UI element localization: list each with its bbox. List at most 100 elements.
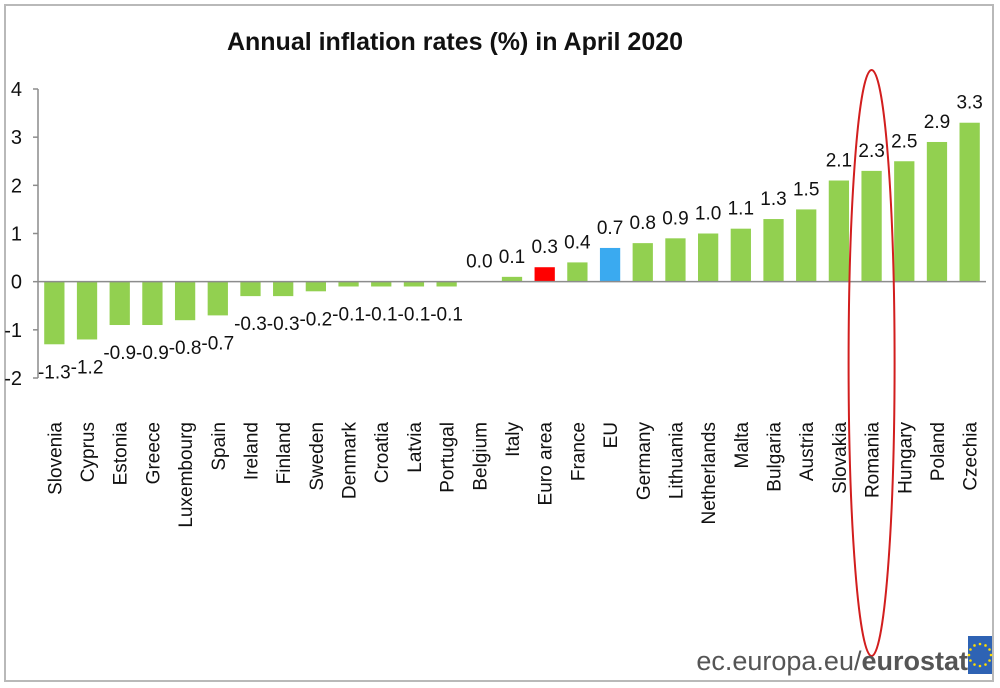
bar-estonia	[109, 281, 130, 326]
y-tick-label: 1	[11, 224, 22, 246]
bar-italy	[501, 276, 523, 282]
value-label: -0.3	[234, 314, 267, 335]
bar-czechia	[959, 122, 980, 282]
bar-netherlands	[698, 233, 719, 282]
value-label: 0.7	[597, 218, 623, 239]
category-label: Estonia	[111, 422, 132, 486]
eu-flag-star	[967, 653, 971, 657]
eu-flag-icon	[967, 636, 993, 674]
bar-greece	[142, 281, 163, 326]
value-label: -1.2	[71, 357, 104, 378]
value-label: 0.3	[531, 237, 557, 258]
value-label: -0.1	[365, 304, 398, 325]
bar-portugal	[436, 281, 457, 287]
source-text[interactable]: ec.europa.eu/eurostat	[696, 646, 968, 676]
category-label: Latvia	[405, 422, 426, 473]
category-label: Netherlands	[699, 422, 720, 524]
y-tick-label: 0	[11, 272, 22, 294]
category-label: Greece	[143, 422, 164, 484]
bar-slovakia	[828, 180, 850, 282]
eu-flag-star	[984, 663, 987, 666]
y-tick-label: 4	[11, 79, 22, 101]
bar-luxembourg	[174, 281, 196, 321]
category-label: Portugal	[438, 422, 459, 493]
eu-flag-star	[969, 648, 972, 651]
value-label: 1.0	[695, 204, 721, 225]
value-label: 1.5	[793, 179, 819, 200]
bar-lithuania	[665, 238, 686, 282]
eu-flag-star	[984, 644, 987, 647]
bars	[44, 122, 980, 345]
bar-romania	[861, 170, 882, 282]
category-label: Croatia	[372, 422, 393, 484]
bar-finland	[273, 281, 294, 297]
category-labels: Slovenia Cyprus Estonia Greece Luxembourg Spa…	[45, 422, 981, 528]
bar-denmark	[338, 281, 359, 287]
bar-spain	[207, 281, 228, 316]
eu-flag-star	[988, 659, 991, 662]
value-label: 0.0	[466, 252, 492, 273]
value-label: 2.9	[924, 112, 950, 133]
chart-title: Annual inflation rates (%) in April 2020	[227, 28, 683, 56]
value-label: 0.9	[662, 208, 688, 229]
category-label: Ireland	[241, 422, 262, 480]
bar-croatia	[371, 281, 392, 287]
bar-ireland	[240, 281, 261, 297]
category-label: Spain	[209, 422, 230, 471]
eu-flag-star	[973, 663, 976, 666]
bar-cyprus	[76, 281, 98, 340]
value-label: -0.1	[332, 304, 365, 325]
source-domain: ec.europa.eu/	[696, 646, 862, 676]
value-label: 1.3	[760, 189, 786, 210]
bar-malta	[730, 228, 751, 282]
category-label: Poland	[928, 422, 949, 481]
category-label: Hungary	[895, 422, 916, 494]
value-labels: -1.3 -1.2-0.9 -0.9 -0.8 -0.7-0.3 -0.3 -0.2 -0.1…	[38, 93, 983, 384]
bar-hungary	[894, 161, 915, 282]
category-label: Austria	[797, 422, 818, 482]
category-label: Belgium	[470, 422, 491, 491]
bar-austria	[796, 209, 817, 282]
value-label: -0.3	[267, 314, 300, 335]
bar-sweden	[305, 281, 326, 292]
y-tick-label: 2	[11, 175, 22, 197]
category-label: Finland	[274, 422, 295, 484]
bar-latvia	[403, 281, 425, 287]
value-label: 1.1	[728, 199, 754, 220]
category-label: Sweden	[307, 422, 328, 491]
value-label: 0.1	[499, 247, 525, 268]
eu-flag-star	[973, 644, 976, 647]
value-label: 0.4	[564, 232, 591, 253]
source-brand: eurostat	[861, 646, 968, 676]
y-axis: -2 -1 0 1 2 3 4	[4, 79, 39, 390]
bar-euro-area	[534, 267, 555, 282]
value-label: 2.3	[858, 141, 884, 162]
category-label: Luxembourg	[176, 422, 197, 528]
value-label: 0.8	[630, 213, 656, 234]
eu-flag-star	[969, 659, 972, 662]
category-label: Slovenia	[45, 422, 66, 495]
value-label: -0.8	[169, 338, 202, 359]
category-label: France	[568, 422, 589, 481]
y-tick-label: -2	[4, 368, 22, 390]
category-label: Euro area	[536, 422, 557, 506]
value-label: -0.2	[299, 309, 332, 330]
eu-flag-star	[988, 648, 991, 651]
value-label: -0.9	[136, 343, 169, 364]
category-label: Romania	[863, 422, 884, 498]
category-label: Czechia	[961, 422, 982, 491]
y-tick-label: -1	[4, 320, 22, 342]
category-label: Denmark	[340, 422, 361, 500]
bar-slovenia	[44, 281, 65, 345]
bar-germany	[632, 243, 653, 282]
romania-highlight-ring	[847, 69, 896, 657]
y-tick-label: 3	[11, 127, 22, 149]
chart-frame	[4, 4, 994, 682]
value-label: -0.1	[398, 304, 431, 325]
source-footer: ec.europa.eu/eurostat	[696, 636, 993, 676]
category-label: Cyprus	[78, 422, 99, 482]
eu-flag-star	[989, 653, 993, 657]
value-label: 2.5	[891, 131, 917, 152]
value-label: 3.3	[956, 93, 982, 114]
